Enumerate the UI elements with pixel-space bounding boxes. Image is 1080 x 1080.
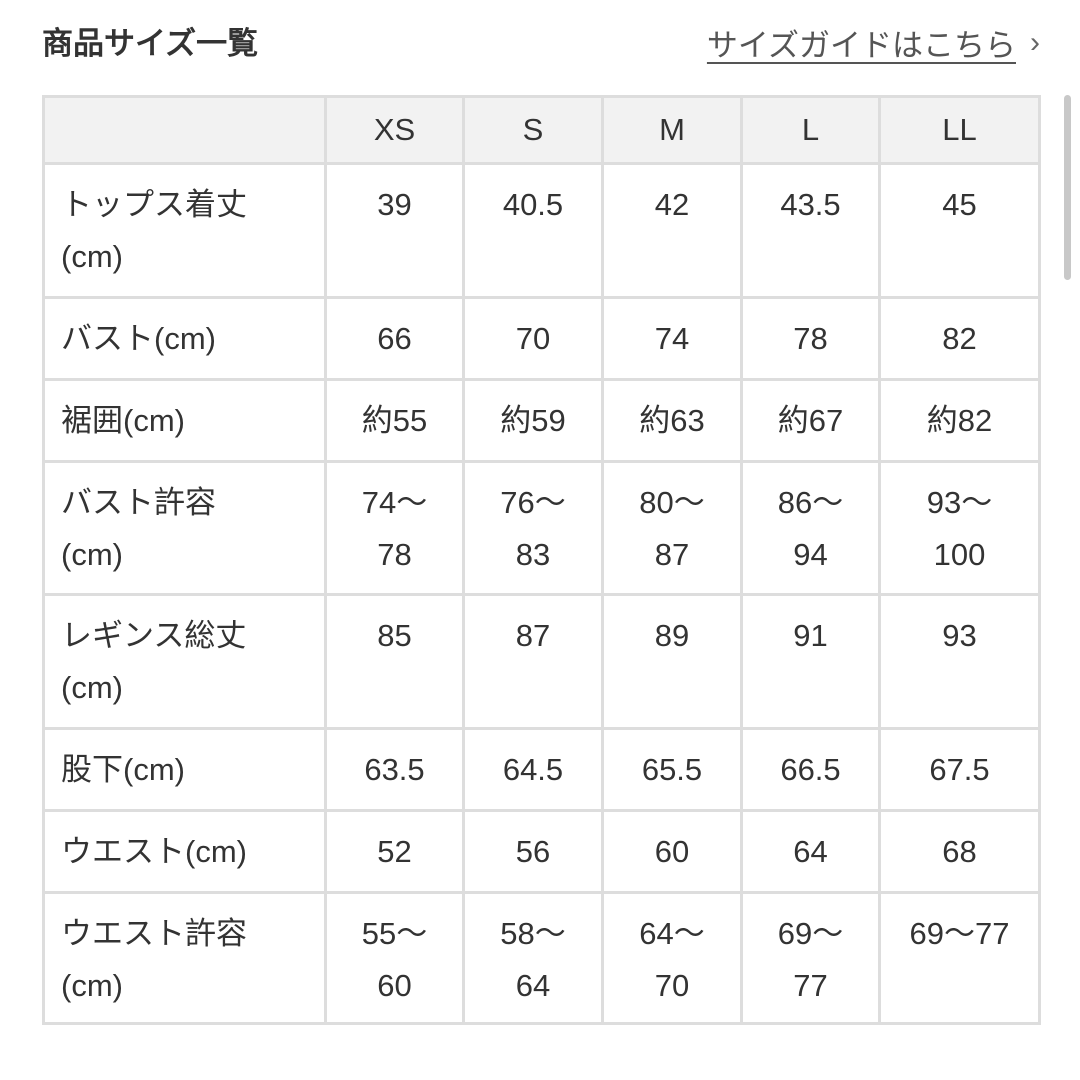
size-value-cell: 42: [601, 162, 743, 299]
size-value-cell: 63.5: [324, 727, 465, 812]
size-value-cell: 87: [462, 593, 604, 730]
chevron-right-icon: ›: [1030, 25, 1040, 59]
column-header: M: [601, 95, 743, 165]
size-value-cell: 70: [462, 296, 604, 381]
size-value-cell: 76〜 83: [462, 460, 604, 596]
row-label: バスト(cm): [42, 296, 327, 381]
size-value-cell: 80〜 87: [601, 460, 743, 596]
size-value-cell: 約67: [740, 378, 881, 463]
column-header: LL: [878, 95, 1041, 165]
size-value-cell: 60: [601, 809, 743, 894]
column-header: XS: [324, 95, 465, 165]
scrollbar[interactable]: [1064, 95, 1071, 280]
size-value-cell: 64.5: [462, 727, 604, 812]
size-value-cell: 68: [878, 809, 1041, 894]
size-value-cell: 85: [324, 593, 465, 730]
row-label: 股下(cm): [42, 727, 327, 812]
size-value-cell: 64: [740, 809, 881, 894]
table-row: ウエスト(cm) 52 56 60 64 68: [42, 809, 1041, 894]
size-value-cell: 64〜 70: [601, 891, 743, 1025]
size-value-cell: 約59: [462, 378, 604, 463]
size-value-cell: 93〜 100: [878, 460, 1041, 596]
size-guide-link-label[interactable]: サイズガイドはこちら: [706, 28, 1016, 63]
row-label: ウエスト(cm): [42, 809, 327, 894]
size-value-cell: 82: [878, 296, 1041, 381]
size-value-cell: 91: [740, 593, 881, 730]
size-value-cell: 52: [324, 809, 465, 894]
size-value-cell: 55〜 60: [324, 891, 465, 1025]
column-header: S: [462, 95, 604, 165]
size-value-cell: 66.5: [740, 727, 881, 812]
size-value-cell: 58〜 64: [462, 891, 604, 1025]
size-value-cell: 89: [601, 593, 743, 730]
size-value-cell: 約63: [601, 378, 743, 463]
size-value-cell: 約82: [878, 378, 1041, 463]
size-value-cell: 69〜77: [878, 891, 1041, 1025]
size-table: XS S M L LL トップス着丈 (cm) 39 40.5 42 43.5 45 バスト(cm) 6…: [42, 95, 1041, 1025]
row-label: レギンス総丈 (cm): [42, 593, 327, 730]
size-guide-link[interactable]: サイズガイドはこちら ›: [707, 20, 1040, 65]
size-value-cell: 67.5: [878, 727, 1041, 812]
row-label: トップス着丈 (cm): [42, 162, 327, 299]
size-value-cell: 93: [878, 593, 1041, 730]
size-value-cell: 69〜77: [740, 891, 881, 1025]
size-value-cell: 約55: [324, 378, 465, 463]
row-label: ウエスト許容 (cm): [42, 891, 327, 1025]
size-value-cell: 40.5: [462, 162, 604, 299]
row-label: バスト許容 (cm): [42, 460, 327, 596]
column-header: L: [740, 95, 881, 165]
table-row: レギンス総丈 (cm) 85 87 89 91 93: [42, 593, 1041, 730]
table-row: バスト(cm) 66 70 74 78 82: [42, 296, 1041, 381]
size-value-cell: 43.5: [740, 162, 881, 299]
table-row: 股下(cm) 63.5 64.5 65.5 66.5 67.5: [42, 727, 1041, 812]
table-row: 裾囲(cm) 約55 約59 約63 約67 約82: [42, 378, 1041, 463]
size-value-cell: 66: [324, 296, 465, 381]
size-value-cell: 65.5: [601, 727, 743, 812]
size-value-cell: 39: [324, 162, 465, 299]
table-header-row: XS S M L LL: [42, 95, 1041, 165]
table-row: ウエスト許容 (cm) 55〜 60 58〜 64 64〜 70 69〜 77 69〜77: [42, 891, 1041, 1025]
size-value-cell: 74: [601, 296, 743, 381]
table-row: バスト許容 (cm) 74〜 78 76〜 83 80〜 87 86〜 94 93〜 100: [42, 460, 1041, 596]
size-value-cell: 86〜 94: [740, 460, 881, 596]
row-label: 裾囲(cm): [42, 378, 327, 463]
table-row: トップス着丈 (cm) 39 40.5 42 43.5 45: [42, 162, 1041, 299]
size-value-cell: 45: [878, 162, 1041, 299]
size-value-cell: 56: [462, 809, 604, 894]
page-title: 商品サイズ一覧: [42, 26, 259, 61]
column-header-empty: [42, 95, 327, 165]
size-value-cell: 74〜 78: [324, 460, 465, 596]
size-value-cell: 78: [740, 296, 881, 381]
